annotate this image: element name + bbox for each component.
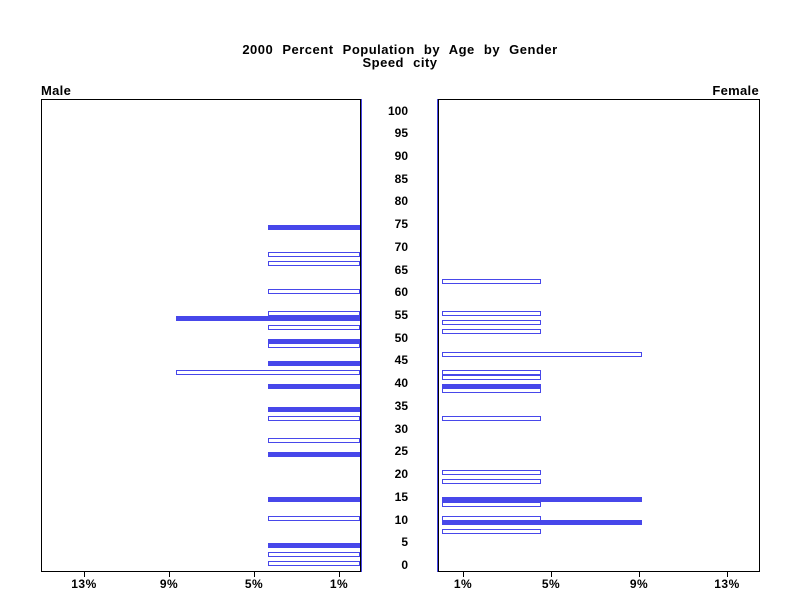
female-bar-age-10 — [442, 520, 642, 525]
female-bar-age-15 — [442, 497, 642, 502]
age-tick-90: 90 — [394, 149, 408, 163]
male-bar-age-55 — [176, 316, 360, 321]
male-bar-age-67 — [268, 261, 360, 266]
female-bar-age-40 — [442, 384, 541, 389]
age-tick-30: 30 — [394, 422, 408, 436]
male-bar-age-5 — [268, 543, 360, 548]
female-percent-tick-1 — [463, 571, 464, 577]
age-tick-95: 95 — [394, 126, 408, 140]
male-bar-age-11 — [268, 516, 360, 521]
age-tick-40: 40 — [394, 376, 408, 390]
age-tick-10: 10 — [394, 513, 408, 527]
male-bar-age-50 — [268, 339, 360, 344]
male-bar-age-49 — [268, 343, 360, 348]
male-vertical-axis-line — [361, 99, 362, 572]
male-bar-age-43 — [176, 370, 360, 375]
age-tick-0: 0 — [401, 558, 408, 572]
age-tick-25: 25 — [394, 444, 408, 458]
female-percent-tick-label-1: 1% — [453, 577, 473, 591]
male-percent-tick-label-5: 5% — [244, 577, 264, 591]
male-panel-label: Male — [41, 83, 72, 98]
male-bar-age-15 — [268, 497, 360, 502]
age-tick-65: 65 — [394, 263, 408, 277]
age-tick-20: 20 — [394, 467, 408, 481]
female-percent-tick-5 — [551, 571, 552, 577]
age-tick-100: 100 — [387, 104, 408, 118]
age-tick-55: 55 — [394, 308, 408, 322]
male-pyramid-panel — [41, 99, 361, 572]
male-bar-age-28 — [268, 438, 360, 443]
female-bar-age-47 — [442, 352, 642, 357]
age-tick-75: 75 — [394, 217, 408, 231]
female-vertical-axis-line — [437, 99, 438, 572]
male-bar-age-1 — [268, 561, 360, 566]
male-bar-age-69 — [268, 252, 360, 257]
chart-title: 2000 Percent Population by Age by Gender — [242, 42, 558, 57]
male-bar-age-40 — [268, 384, 360, 389]
male-percent-tick-13 — [84, 571, 85, 577]
female-percent-tick-label-5: 5% — [541, 577, 561, 591]
male-bar-age-75 — [268, 225, 360, 230]
female-bar-age-63 — [442, 279, 541, 284]
male-percent-tick-label-9: 9% — [159, 577, 179, 591]
age-tick-15: 15 — [394, 490, 408, 504]
female-bar-age-43 — [442, 370, 541, 375]
age-tick-35: 35 — [394, 399, 408, 413]
male-bar-age-45 — [268, 361, 360, 366]
female-bar-age-52 — [442, 329, 541, 334]
female-pyramid-panel — [438, 99, 760, 572]
age-tick-60: 60 — [394, 285, 408, 299]
female-bar-age-14 — [442, 502, 541, 507]
female-percent-tick-9 — [639, 571, 640, 577]
female-panel-label: Female — [712, 83, 759, 98]
male-bar-age-25 — [268, 452, 360, 457]
age-tick-50: 50 — [394, 331, 408, 345]
male-bar-age-3 — [268, 552, 360, 557]
age-tick-70: 70 — [394, 240, 408, 254]
male-bar-age-35 — [268, 407, 360, 412]
age-tick-5: 5 — [401, 535, 408, 549]
female-bar-age-33 — [442, 416, 541, 421]
female-percent-tick-label-9: 9% — [629, 577, 649, 591]
female-bar-age-8 — [442, 529, 541, 534]
male-bar-age-56 — [268, 311, 360, 316]
female-percent-tick-label-13: 13% — [714, 577, 740, 591]
age-tick-45: 45 — [394, 353, 408, 367]
female-bar-age-19 — [442, 479, 541, 484]
female-bar-age-39 — [442, 388, 541, 393]
age-tick-80: 80 — [394, 194, 408, 208]
age-tick-85: 85 — [394, 172, 408, 186]
female-percent-tick-13 — [727, 571, 728, 577]
chart-subtitle: Speed city — [362, 55, 438, 70]
male-percent-tick-label-1: 1% — [329, 577, 349, 591]
female-bar-age-42 — [442, 375, 541, 380]
male-percent-tick-5 — [254, 571, 255, 577]
male-percent-tick-9 — [169, 571, 170, 577]
male-bar-age-61 — [268, 289, 360, 294]
male-bar-age-53 — [268, 325, 360, 330]
male-bar-age-33 — [268, 416, 360, 421]
male-percent-tick-label-13: 13% — [71, 577, 97, 591]
female-bar-age-54 — [442, 320, 541, 325]
male-percent-tick-1 — [339, 571, 340, 577]
female-bar-age-56 — [442, 311, 541, 316]
female-bar-age-21 — [442, 470, 541, 475]
